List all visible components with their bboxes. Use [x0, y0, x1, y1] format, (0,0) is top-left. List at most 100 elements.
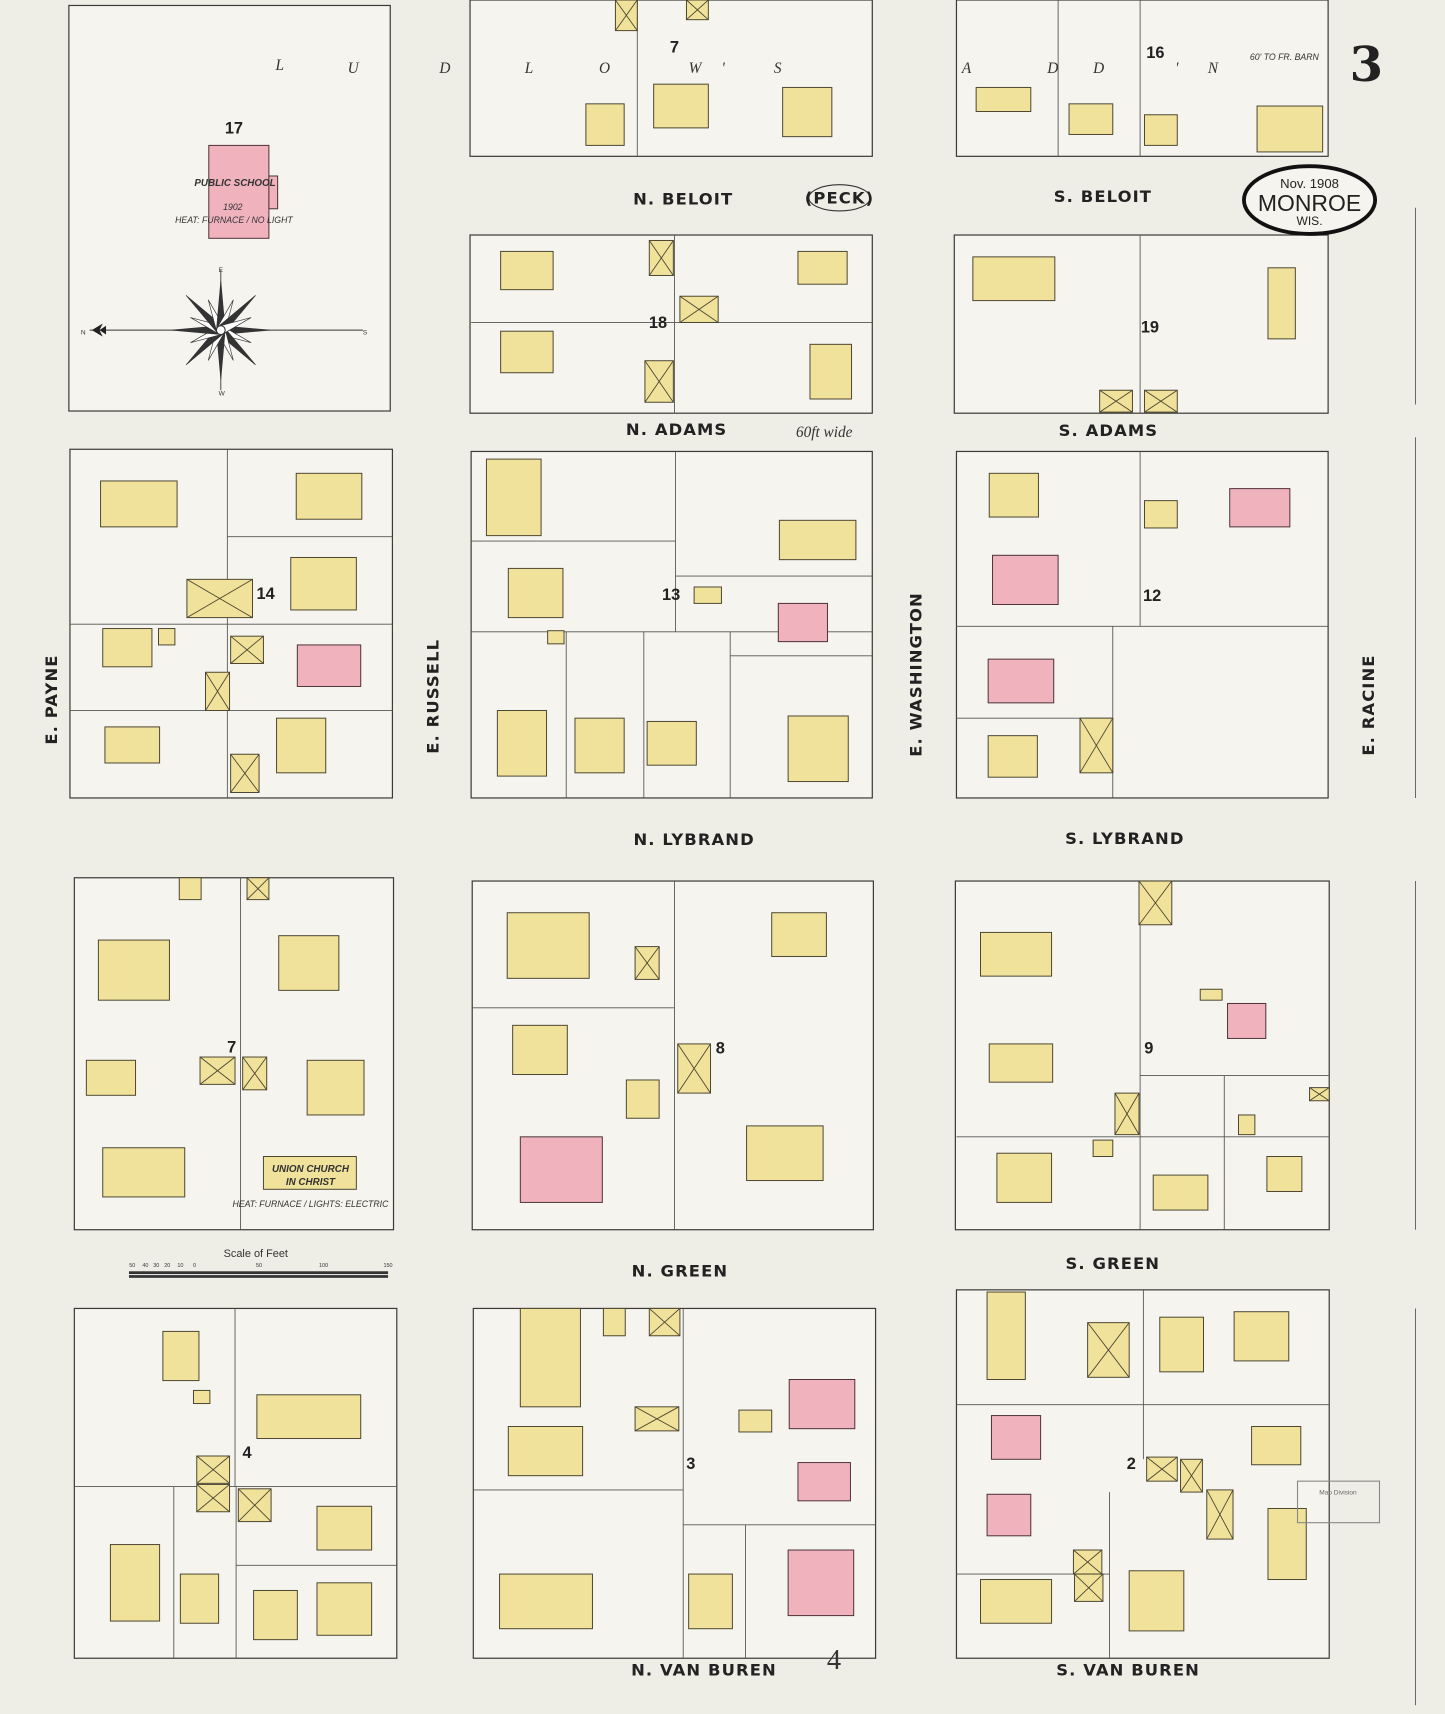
school-wing [268, 175, 279, 210]
addition-letter: S [774, 60, 782, 77]
frame-dwelling [547, 630, 565, 645]
union-church-label-2: IN CHRIST [286, 1177, 336, 1188]
frame-dwelling [162, 1330, 200, 1382]
street-n-green: N. GREEN [632, 1262, 729, 1281]
compass-e: E [219, 267, 224, 274]
frame-dwelling [507, 1426, 584, 1477]
addition-letter: D [1092, 60, 1104, 77]
frame-dwelling [738, 1409, 773, 1433]
frame-dwelling [688, 1573, 733, 1630]
scale-tick-label: 20 [164, 1263, 170, 1269]
frame-dwelling [192, 1389, 211, 1405]
block-number: 18 [649, 314, 667, 332]
block-number: 14 [257, 585, 276, 603]
addition-letter: A [961, 60, 972, 77]
frame-dwelling [295, 472, 363, 520]
scale-tick-label: 100 [319, 1263, 328, 1269]
frame-dwelling [316, 1505, 373, 1551]
frame-dwelling [653, 83, 709, 129]
street-e-racine: E. RACINE [1359, 654, 1378, 755]
block-number: 17 [225, 119, 243, 137]
frame-dwelling [496, 710, 548, 777]
frame-dwelling [100, 480, 178, 528]
frame-dwelling [975, 86, 1032, 112]
addition-letter: D [438, 60, 450, 77]
frame-dwelling [276, 717, 327, 774]
city-name: MONROE [1258, 190, 1361, 216]
public-school-label: PUBLIC SCHOOL [194, 178, 275, 189]
brick-building [990, 1415, 1042, 1460]
frame-dwelling [97, 939, 170, 1001]
compass-w: W [219, 391, 226, 398]
brick-building [787, 1549, 855, 1617]
barn-note: 60' TO FR. BARN [1250, 52, 1320, 62]
frame-dwelling [778, 519, 857, 561]
frame-dwelling [499, 1573, 593, 1630]
frame-dwelling [1199, 988, 1223, 1001]
frame-dwelling [1267, 267, 1296, 340]
frame-dwelling [178, 877, 202, 901]
cartouche-oval [1242, 164, 1378, 236]
union-church-note: HEAT: FURNACE / LIGHTS: ELECTRIC [232, 1199, 389, 1209]
brick-building [797, 1462, 851, 1502]
frame-dwelling [500, 250, 554, 291]
frame-dwelling [102, 1147, 186, 1198]
addition-letter: W [689, 60, 703, 77]
title-cartouche: Nov. 1908 MONROE WIS. [1242, 164, 1378, 236]
street-n-lybrand: N. LYBRAND [633, 830, 754, 849]
brick-building [519, 1136, 603, 1203]
block-number: 3 [686, 1455, 695, 1473]
brick-building [788, 1379, 856, 1430]
frame-dwelling [797, 250, 848, 285]
frame-dwelling [1143, 114, 1178, 146]
frame-dwelling [996, 1152, 1053, 1203]
addition-letter: L [524, 60, 534, 77]
block-number: 9 [1144, 1040, 1153, 1058]
block-number: 19 [1141, 318, 1159, 336]
brick-building [986, 1493, 1032, 1537]
addition-letter: D [1046, 60, 1058, 77]
frame-dwelling [512, 1024, 568, 1076]
frame-dwelling [109, 1544, 161, 1622]
frame-dwelling [988, 1043, 1054, 1083]
street-e-payne: E. PAYNE [42, 654, 61, 744]
frame-dwelling [602, 1307, 626, 1337]
scale-title: Scale of Feet [224, 1248, 288, 1260]
brick-building [987, 658, 1055, 704]
street-peck: (PECK) [805, 188, 874, 207]
frame-dwelling [782, 86, 833, 138]
frame-dwelling [256, 1394, 362, 1440]
brick-building [992, 554, 1059, 605]
buildings [85, 0, 1330, 1641]
frame-dwelling [1251, 1426, 1302, 1466]
block-number: 4 [242, 1444, 252, 1462]
frame-dwelling [1266, 1156, 1303, 1192]
frame-dwelling [988, 472, 1039, 518]
compass-s: S [363, 329, 368, 336]
scale-tick-label: 50 [129, 1263, 135, 1269]
frame-dwelling [1159, 1316, 1204, 1373]
public-school-note: HEAT: FURNACE / NO LIGHT [175, 215, 293, 225]
peck-oval [808, 184, 871, 212]
block-number: 13 [662, 586, 680, 604]
frame-dwelling [262, 1156, 357, 1190]
frame-dwelling [980, 931, 1053, 977]
frame-dwelling [809, 343, 853, 400]
block-number: 7 [670, 38, 679, 56]
street-s-green: S. GREEN [1065, 1254, 1160, 1273]
compass-center [215, 325, 226, 336]
addition-letter: N [1207, 60, 1219, 77]
frame-dwelling [585, 103, 625, 146]
street-s-adams: S. ADAMS [1059, 421, 1159, 440]
addition-letter: O [599, 60, 610, 77]
frame-dwelling [102, 628, 153, 668]
frame-dwelling [987, 735, 1038, 778]
frame-dwelling [485, 458, 542, 537]
scale-tick-label: 50 [256, 1263, 262, 1269]
adjoining-sheet-number: 4 [827, 1645, 841, 1676]
brick-building [1229, 488, 1291, 528]
addition-letter: L [274, 57, 284, 74]
frame-dwelling [316, 1582, 373, 1636]
street-e-russell: E. RUSSELL [423, 639, 442, 754]
